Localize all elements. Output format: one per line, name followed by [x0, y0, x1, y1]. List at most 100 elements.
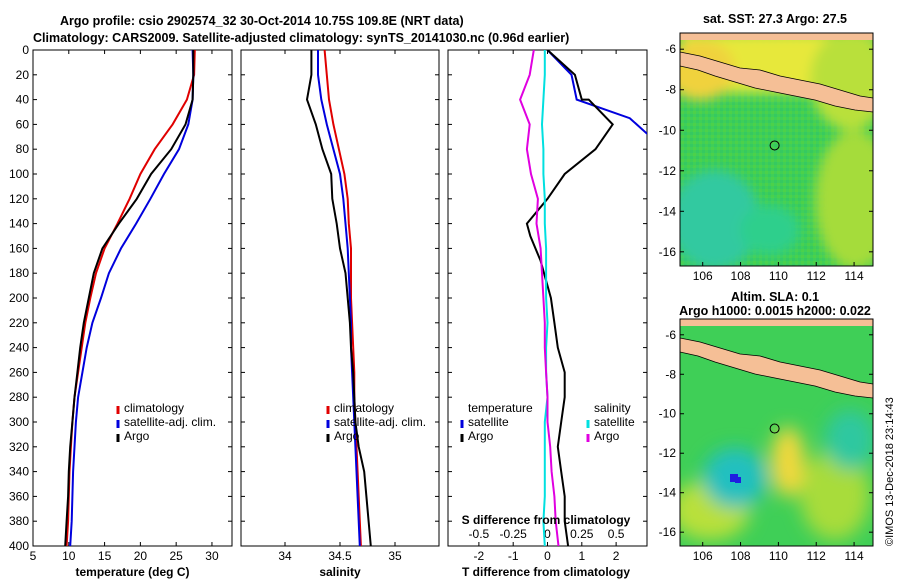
y-tick-label: 180: [9, 266, 29, 280]
x-tick-label: 34: [278, 549, 292, 563]
y-tick-label: -12: [659, 446, 677, 460]
sla-map-frame: [679, 318, 874, 547]
y-tick-label: 60: [16, 117, 30, 131]
sla-map: Altim. SLA: 0.1 Argo h1000: 0.0015 h2000…: [659, 290, 874, 563]
x-tick-label: 112: [807, 549, 826, 563]
legend-t-satellite: satellite: [468, 415, 509, 429]
y-tick-label: 260: [9, 365, 29, 379]
y-tick-label: 380: [9, 514, 29, 528]
x-tick-label: 35: [388, 549, 402, 563]
temperature-y-ticks: 0 20 40 60 80 100 120 140 160 180 200 220 240 260 280 3…: [9, 43, 232, 553]
x-tick-label: 110: [769, 269, 788, 283]
x-tick-label: 2: [613, 549, 620, 563]
x-tick-label: 114: [845, 549, 864, 563]
temperature-satellite-line: [546, 50, 647, 136]
s-tick-label: -0.5: [469, 527, 490, 541]
y-tick-label: 20: [16, 68, 30, 82]
y-tick-label: 140: [9, 217, 29, 231]
x-tick-label: -2: [474, 549, 485, 563]
difference-x-ticks: -2 -1 0 1 2: [474, 50, 620, 563]
difference-panel: -2 -1 0 1 2 -0.5 -0.25 0 0.25 0.5 T difference f…: [447, 49, 648, 579]
difference-y-ticks: [448, 49, 647, 547]
x-tick-label: 5: [30, 549, 37, 563]
salinity-legend: climatology satellite-adj. clim. Argo: [326, 401, 426, 443]
legend-s-satellite: satellite: [594, 415, 635, 429]
y-tick-label: 160: [9, 241, 29, 255]
satellite-adj-clim--line: [69, 50, 195, 546]
temperature-argo-line: [525, 50, 614, 546]
y-tick-label: 280: [9, 390, 29, 404]
y-tick-label: 80: [16, 142, 30, 156]
salinity-argo-line: [519, 50, 560, 546]
t-difference-xlabel: T difference from climatology: [462, 565, 630, 579]
s-difference-xlabel: S difference from climatology: [462, 513, 631, 527]
x-tick-label: 30: [205, 549, 219, 563]
climatology-line: [323, 50, 362, 546]
s-tick-label: 0.5: [608, 527, 625, 541]
y-tick-label: -10: [659, 123, 677, 137]
java-coast: [680, 337, 873, 399]
y-tick-label: 200: [9, 291, 29, 305]
legend-t-argo: Argo: [468, 429, 494, 443]
y-tick-label: 120: [9, 192, 29, 206]
legend-satellite-adj: satellite-adj. clim.: [124, 415, 216, 429]
difference-lines: [519, 50, 647, 546]
sla-map-title-1: Altim. SLA: 0.1: [731, 290, 819, 304]
x-tick-label: 15: [98, 549, 112, 563]
y-tick-label: -8: [665, 83, 676, 97]
y-tick-label: -16: [659, 245, 677, 259]
x-tick-label: 110: [769, 549, 788, 563]
x-tick-label: 108: [731, 549, 751, 563]
sst-field: [680, 33, 873, 266]
legend-argo: Argo: [334, 429, 360, 443]
legend-argo: Argo: [124, 429, 150, 443]
legend-satellite-adj: satellite-adj. clim.: [334, 415, 426, 429]
salinity-difference-ticks: -0.5 -0.25 0 0.25 0.5: [469, 527, 625, 541]
x-tick-label: 10: [62, 549, 76, 563]
x-tick-label: -1: [508, 549, 519, 563]
salinity-y-ticks: [241, 49, 439, 547]
difference-legend: temperature satellite Argo salinity sate…: [460, 401, 635, 443]
title-line-2: Climatology: CARS2009. Satellite-adjuste…: [33, 31, 569, 45]
y-tick-label: 100: [9, 167, 29, 181]
y-tick-label: 0: [22, 43, 29, 57]
sla-map-ticks: 106 108 110 112 114 -6 -8 -10 -12 -14 -16: [659, 328, 873, 563]
timestamp: ©IMOS 13-Dec-2018 23:14:43: [884, 397, 896, 546]
legend-salinity-title: salinity: [594, 401, 631, 415]
x-tick-label: 106: [693, 269, 713, 283]
y-tick-label: 40: [16, 93, 30, 107]
java-coast: [680, 51, 873, 113]
x-tick-label: 1: [578, 549, 585, 563]
satellite-adj-clim--line: [317, 50, 361, 546]
sst-map-ticks: 106 108 110 112 114 -6 -8 -10 -12 -14 -16: [659, 42, 873, 283]
salinity-satellite-line: [540, 50, 549, 546]
sla-field: [680, 319, 873, 546]
y-tick-label: 240: [9, 341, 29, 355]
temperature-legend: climatology satellite-adj. clim. Argo: [116, 401, 216, 443]
x-tick-label: 108: [731, 269, 751, 283]
y-tick-label: -14: [659, 486, 677, 500]
y-tick-label: 360: [9, 489, 29, 503]
y-tick-label: 220: [9, 316, 29, 330]
argo-line: [305, 50, 372, 546]
legend-climatology: climatology: [334, 401, 394, 415]
x-tick-label: 112: [807, 269, 826, 283]
x-tick-label: 25: [169, 549, 183, 563]
climatology-line: [65, 50, 196, 546]
y-tick-label: 340: [9, 465, 29, 479]
temperature-lines: [64, 50, 196, 546]
temperature-xlabel: temperature (deg C): [75, 565, 189, 579]
salinity-xlabel: salinity: [319, 565, 361, 579]
x-tick-label: 20: [134, 549, 148, 563]
s-tick-label: 0: [544, 527, 551, 541]
y-tick-label: -12: [659, 164, 677, 178]
difference-axes-box: [447, 49, 648, 547]
legend-temperature-title: temperature: [468, 401, 533, 415]
y-tick-label: -10: [659, 407, 677, 421]
temperature-panel: 0 20 40 60 80 100 120 140 160 180 200 220 240 260 280 3…: [9, 43, 233, 579]
y-tick-label: -8: [665, 367, 676, 381]
argo-line: [64, 50, 195, 546]
sst-map: sat. SST: 27.3 Argo: 27.5 106 108 110 112 11…: [659, 12, 874, 283]
argo-position-marker: [769, 423, 780, 434]
